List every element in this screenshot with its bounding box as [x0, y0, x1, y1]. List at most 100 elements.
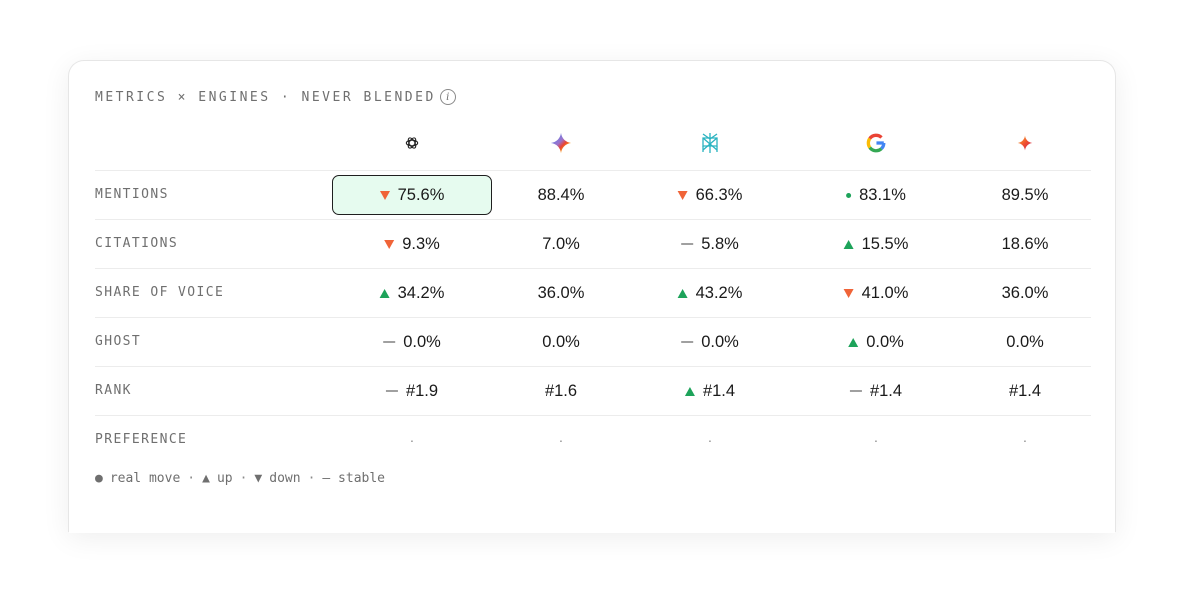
metric-value: #1.6	[544, 381, 578, 400]
metric-cell[interactable]: 83.1%	[846, 171, 906, 219]
metric-cell[interactable]: ·	[874, 416, 879, 464]
metric-cell[interactable]: #1.4	[1009, 367, 1041, 415]
trend-stable-icon	[385, 390, 398, 392]
metric-cell[interactable]: 34.2%	[379, 269, 445, 317]
trend-stable-icon	[849, 390, 862, 392]
spark-icon[interactable]	[1013, 131, 1037, 155]
metrics-table: MENTIONS 75.6% 88.4% 66.3% 83.1% 89.5% CITATIO…	[95, 170, 1091, 464]
legend-separator: ·	[239, 471, 248, 486]
metric-cell[interactable]: ·	[1023, 416, 1028, 464]
metric-cell[interactable]: ·	[559, 416, 564, 464]
metric-value: 7.0%	[542, 234, 580, 253]
engine-header-row	[95, 121, 1091, 171]
metric-cell[interactable]: #1.4	[684, 367, 736, 415]
trend-stable-icon	[681, 341, 694, 343]
metric-cell[interactable]: #1.9	[385, 367, 439, 415]
real-move-icon	[846, 192, 852, 198]
metric-value: ·	[1022, 432, 1028, 448]
table-row: SHARE OF VOICE 34.2% 36.0% 43.2% 41.0% 36.0%	[95, 268, 1091, 317]
trend-down-icon	[384, 239, 395, 249]
row-label: RANK	[95, 383, 132, 398]
metric-value: 9.3%	[402, 234, 440, 253]
metric-value: #1.9	[405, 381, 439, 400]
trend-stable-icon	[681, 243, 694, 245]
trend-up-icon	[843, 239, 854, 249]
metric-value: ·	[558, 432, 564, 448]
metric-cell[interactable]: ·	[410, 416, 415, 464]
metric-value: 43.2%	[695, 283, 743, 302]
down-icon: ▼	[254, 471, 263, 486]
legend: ● real move · ▲ up · ▼ down · — stable	[95, 471, 385, 486]
metric-cell[interactable]: 36.0%	[1002, 269, 1049, 317]
row-label: SHARE OF VOICE	[95, 285, 225, 300]
metric-cell[interactable]: 41.0%	[843, 269, 908, 317]
selected-metric-cell[interactable]: 75.6%	[332, 175, 492, 215]
up-icon: ▲	[202, 471, 210, 486]
metric-cell[interactable]: #1.6	[545, 367, 577, 415]
gemini-icon[interactable]	[549, 131, 573, 155]
metric-value: ·	[409, 432, 415, 448]
metric-value: 36.0%	[1001, 283, 1049, 302]
row-label: MENTIONS	[95, 187, 169, 202]
metric-cell[interactable]: 66.3%	[677, 171, 743, 219]
metric-value: 89.5%	[1001, 185, 1049, 204]
metric-value: 0.0%	[701, 332, 739, 351]
metric-value: 66.3%	[695, 185, 743, 204]
metric-value: 5.8%	[701, 234, 739, 253]
table-row: GHOST 0.0% 0.0% 0.0% 0.0% 0.0%	[95, 317, 1091, 366]
trend-down-icon	[843, 288, 854, 298]
metric-value: 34.2%	[397, 283, 445, 302]
metric-cell[interactable]: #1.4	[849, 367, 902, 415]
metric-cell[interactable]: 7.0%	[542, 220, 580, 268]
trend-up-icon	[677, 288, 688, 298]
trend-down-icon	[677, 190, 688, 200]
legend-real-label: real move	[109, 471, 181, 486]
metric-cell[interactable]: ·	[708, 416, 713, 464]
metric-cell[interactable]: 5.8%	[681, 220, 739, 268]
metric-value: 36.0%	[537, 283, 585, 302]
metric-value: 0.0%	[403, 332, 441, 351]
trend-up-icon	[684, 386, 695, 396]
card-title-text: METRICS × ENGINES · NEVER BLENDED	[95, 89, 436, 105]
metric-cell[interactable]: 88.4%	[538, 171, 585, 219]
table-row: RANK #1.9 #1.6 #1.4 #1.4 #1.4	[95, 366, 1091, 415]
openai-icon[interactable]	[400, 131, 424, 155]
metric-value: 83.1%	[859, 185, 906, 204]
trend-down-icon	[379, 190, 390, 200]
metric-value: 88.4%	[537, 185, 585, 204]
metric-cell[interactable]: 0.0%	[383, 318, 441, 366]
metric-cell[interactable]: 0.0%	[1006, 318, 1044, 366]
metric-cell[interactable]: 0.0%	[542, 318, 580, 366]
metric-cell[interactable]: 0.0%	[848, 318, 904, 366]
legend-separator: ·	[307, 471, 316, 486]
metrics-card: METRICS × ENGINES · NEVER BLENDED i	[68, 60, 1116, 533]
google-icon[interactable]	[864, 131, 888, 155]
metric-cell[interactable]: 89.5%	[1002, 171, 1049, 219]
metric-value: 75.6%	[397, 185, 445, 204]
metric-value: 0.0%	[542, 332, 580, 351]
table-row: PREFERENCE · · · · ·	[95, 415, 1091, 464]
metric-cell[interactable]: 18.6%	[1002, 220, 1049, 268]
legend-separator: ·	[187, 471, 196, 486]
metric-value: 18.6%	[1001, 234, 1049, 253]
info-icon[interactable]: i	[439, 89, 456, 105]
legend-down-label: down	[269, 471, 301, 486]
metric-cell[interactable]: 15.5%	[843, 220, 908, 268]
real-move-icon: ●	[95, 471, 103, 486]
row-label: CITATIONS	[95, 236, 179, 251]
trend-up-icon	[848, 337, 859, 347]
perplexity-icon[interactable]	[698, 131, 722, 155]
metric-cell[interactable]: 9.3%	[384, 220, 440, 268]
card-title: METRICS × ENGINES · NEVER BLENDED i	[95, 89, 456, 105]
trend-up-icon	[379, 288, 390, 298]
metric-value: 0.0%	[1006, 332, 1044, 351]
metric-value: #1.4	[1008, 381, 1042, 400]
row-label: GHOST	[95, 334, 142, 349]
metric-cell[interactable]: 36.0%	[538, 269, 585, 317]
metric-value: #1.4	[702, 381, 736, 400]
table-row: MENTIONS 75.6% 88.4% 66.3% 83.1% 89.5%	[95, 170, 1091, 219]
legend-stable-label: — stable	[322, 471, 386, 486]
metric-cell[interactable]: 43.2%	[677, 269, 743, 317]
metric-cell[interactable]: 0.0%	[681, 318, 739, 366]
table-row: CITATIONS 9.3% 7.0% 5.8% 15.5% 18.6%	[95, 219, 1091, 268]
